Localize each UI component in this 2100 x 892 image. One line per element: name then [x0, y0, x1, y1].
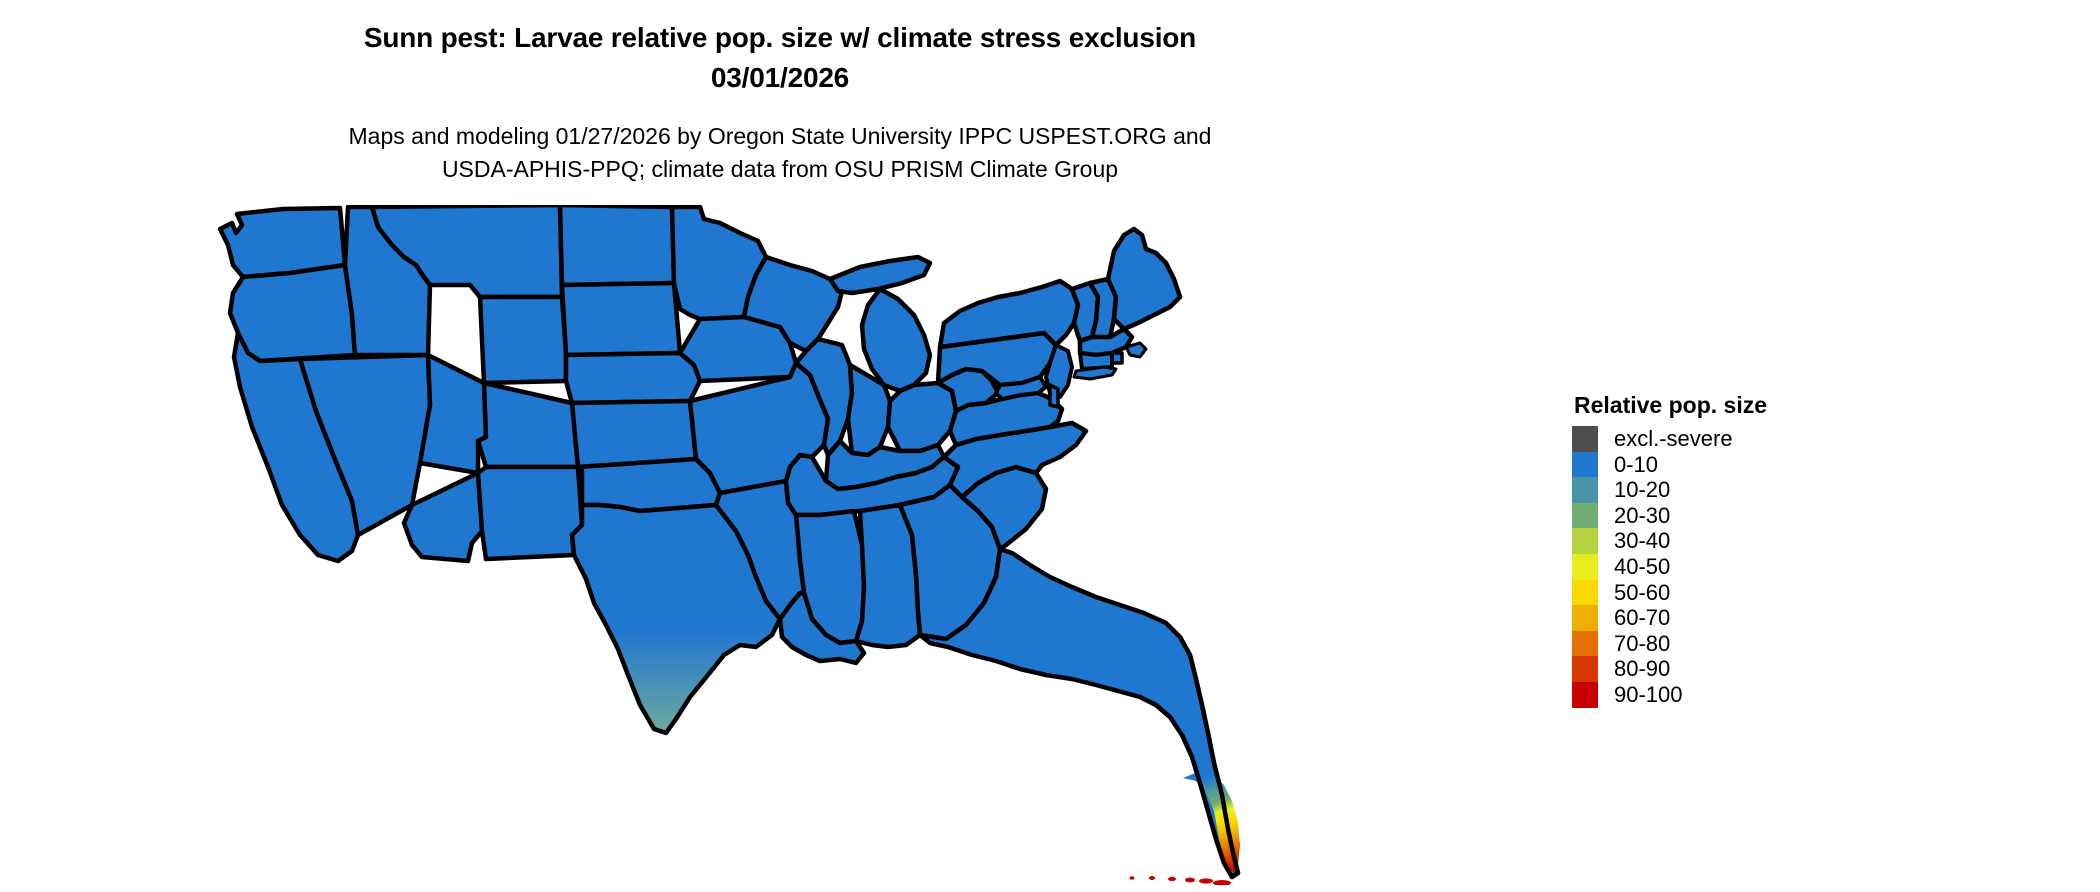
- legend-swatch: [1572, 605, 1598, 631]
- title-line-1: Sunn pest: Larvae relative pop. size w/ …: [363, 22, 1197, 53]
- cape-cod: [1124, 341, 1148, 359]
- state-oregon: [227, 262, 358, 364]
- legend-label: 70-80: [1614, 630, 1671, 656]
- legend-row[interactable]: 70-80: [1572, 630, 1992, 657]
- legend-row[interactable]: excl.-severe: [1572, 426, 1992, 452]
- legend-row[interactable]: 90-100: [1572, 681, 1992, 708]
- state-kansas: [569, 398, 699, 470]
- legend-swatch: [1572, 451, 1598, 478]
- state-maine: [1105, 226, 1183, 332]
- legend-swatch: [1572, 553, 1598, 580]
- page-subtitle: Maps and modeling 01/27/2026 by Oregon S…: [0, 120, 1560, 186]
- legend-row[interactable]: 40-50: [1572, 553, 1992, 580]
- legend-row[interactable]: 20-30: [1572, 502, 1992, 529]
- state-california: [231, 330, 361, 564]
- state-north-dakota: [557, 205, 677, 288]
- state-arkansas: [713, 478, 807, 622]
- legend-row[interactable]: 10-20: [1572, 477, 1992, 503]
- state-michigan-upper: [827, 254, 933, 296]
- state-colorado: [475, 380, 581, 470]
- legend-label: 10-20: [1614, 477, 1671, 503]
- state-maryland: [994, 375, 1048, 401]
- legend-label: 50-60: [1614, 579, 1671, 605]
- legend-label: 60-70: [1614, 605, 1671, 631]
- legend-label: 30-40: [1614, 528, 1671, 554]
- legend-label: excl.-severe: [1614, 426, 1733, 451]
- legend-rows: excl.-severe 0-10 10-20 20-30 30-40 40-50 50-6…: [1572, 426, 1992, 708]
- state-virginia: [941, 390, 1065, 460]
- legend-row[interactable]: 30-40: [1572, 528, 1992, 554]
- legend-title: Relative pop. size: [1574, 392, 1768, 418]
- legend-label: 0-10: [1614, 451, 1659, 477]
- map-layer-states: [217, 205, 1241, 885]
- legend-label: 80-90: [1614, 656, 1671, 682]
- state-florida-outline: [1138, 635, 1241, 880]
- legend: Relative pop. size excl.-severe 0-10 10-20…: [1572, 392, 1992, 708]
- map-svg: [217, 205, 1241, 885]
- legend-row[interactable]: 0-10: [1572, 451, 1992, 478]
- title-line-2: 03/01/2026: [710, 62, 850, 93]
- legend-swatch: [1572, 477, 1598, 503]
- state-wyoming: [477, 294, 569, 386]
- legend-swatch: [1572, 528, 1598, 554]
- state-washington: [217, 205, 348, 280]
- long-island: [1072, 365, 1118, 381]
- state-ohio: [885, 380, 959, 454]
- state-illinois: [793, 336, 855, 458]
- legend-swatch: [1572, 426, 1598, 452]
- legend-row[interactable]: 50-60: [1572, 579, 1992, 606]
- legend-swatch: [1572, 630, 1598, 657]
- state-iowa: [677, 314, 799, 384]
- legend-swatch: [1572, 502, 1598, 529]
- state-utah: [417, 352, 489, 476]
- state-new-york: [937, 278, 1081, 350]
- legend-swatch: [1572, 656, 1598, 682]
- legend-swatch: [1572, 681, 1598, 708]
- page-title: Sunn pest: Larvae relative pop. size w/ …: [0, 18, 1560, 98]
- state-new-jersey: [1044, 343, 1074, 399]
- state-texas: [569, 502, 783, 736]
- state-nebraska: [563, 350, 703, 406]
- legend-label: 20-30: [1614, 502, 1671, 528]
- legend-row[interactable]: 60-70: [1572, 605, 1992, 631]
- state-delaware: [1048, 383, 1060, 409]
- florida-keys: [1129, 876, 1231, 885]
- state-new-mexico: [475, 464, 585, 562]
- legend-label: 40-50: [1614, 553, 1671, 579]
- legend-label: 90-100: [1614, 681, 1683, 707]
- us-choropleth-map: [0, 205, 1560, 885]
- state-connecticut: [1078, 351, 1114, 371]
- subtitle-line-1: Maps and modeling 01/27/2026 by Oregon S…: [348, 123, 1212, 149]
- legend-row[interactable]: 80-90: [1572, 656, 1992, 682]
- state-south-dakota: [559, 280, 683, 358]
- subtitle-line-2: USDA-APHIS-PPQ; climate data from OSU PR…: [441, 156, 1119, 182]
- legend-swatch: [1572, 579, 1598, 606]
